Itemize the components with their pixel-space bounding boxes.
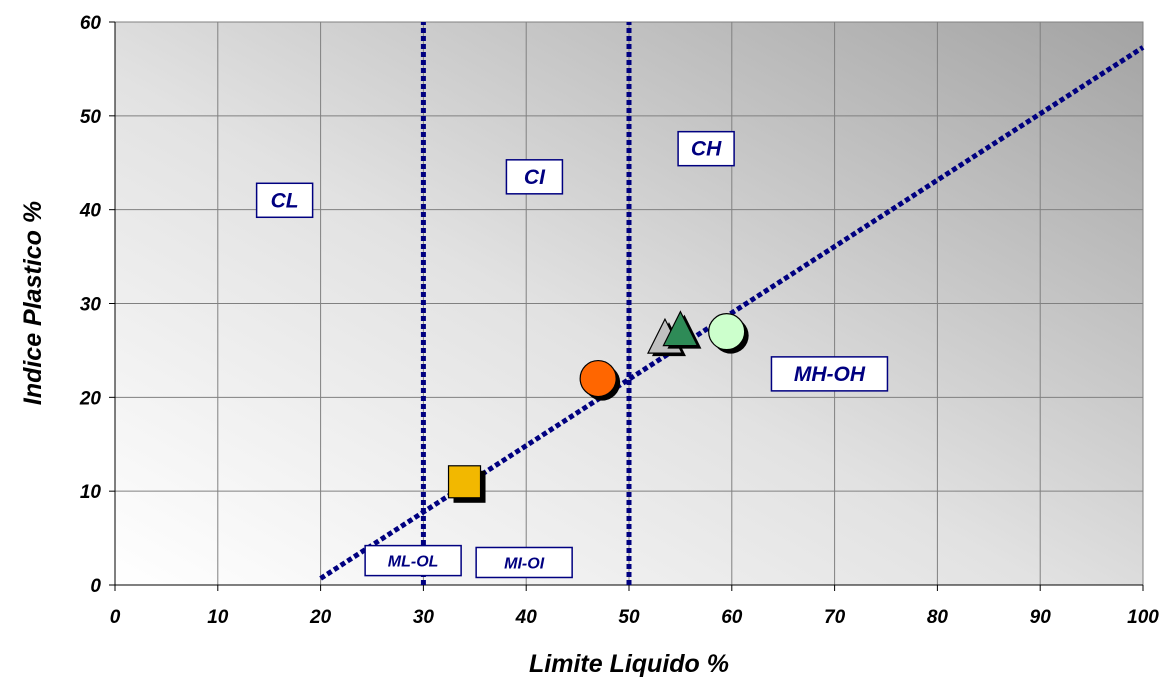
y-tick-label: 0 — [90, 576, 101, 597]
x-tick-label: 0 — [110, 607, 121, 628]
x-axis-title: Limite Liquido % — [529, 650, 729, 678]
x-tick-label: 70 — [824, 607, 846, 628]
y-tick-label: 40 — [79, 201, 102, 222]
x-tick-label: 40 — [515, 607, 538, 628]
zone-label-ch: CH — [677, 130, 735, 167]
zone-label-text: MI-OI — [504, 555, 545, 572]
data-points — [447, 310, 749, 503]
data-point-4 — [662, 310, 702, 349]
y-tick-label: 20 — [79, 388, 102, 409]
zone-label-box — [255, 182, 314, 219]
data-point-5 — [708, 313, 749, 354]
zone-label-text: CH — [691, 138, 722, 161]
square-marker — [447, 465, 482, 499]
zone-label-ci: CI — [505, 159, 564, 195]
zone-label-ml-ol: ML-OL — [364, 544, 462, 577]
zone-label-mi-oi: MI-OI — [475, 546, 573, 579]
x-tick-label: 80 — [927, 607, 949, 628]
x-tick-label: 60 — [721, 607, 743, 628]
circle-marker — [708, 313, 746, 351]
y-tick-label: 60 — [80, 13, 102, 34]
x-tick-label: 30 — [413, 607, 435, 628]
zone-label-box — [505, 159, 564, 195]
zone-label-text: ML-OL — [388, 554, 439, 571]
x-tick-label: 100 — [1127, 607, 1159, 628]
x-tick-label: 20 — [309, 607, 332, 628]
zone-label-text: CI — [524, 166, 546, 189]
zone-label-cl: CL — [255, 182, 314, 219]
zone-label-box — [770, 356, 889, 392]
data-point-2 — [579, 359, 621, 401]
x-tick-labels: 0 10 20 30 40 50 60 70 80 90 100 — [110, 607, 1160, 628]
zone-label-mh-oh: MH-OH — [770, 356, 889, 392]
zone-label-text: MH-OH — [794, 363, 866, 386]
x-tick-label: 50 — [618, 607, 640, 628]
y-tick-label: 10 — [80, 482, 102, 503]
y-axis-title: Indice Plastico % — [19, 201, 47, 405]
x-tick-label: 10 — [207, 607, 229, 628]
zone-labels: CL CI CH MH-OH ML-OL MI-OI — [255, 130, 889, 579]
zone-label-box — [475, 546, 573, 579]
zone-label-box — [364, 544, 462, 577]
y-tick-label: 50 — [80, 107, 102, 128]
zone-label-box — [677, 130, 735, 167]
x-tick-label: 90 — [1030, 607, 1052, 628]
triangle-marker — [662, 310, 699, 347]
y-tick-labels: 0 10 20 30 40 50 60 — [79, 13, 102, 597]
y-tick-label: 30 — [80, 295, 102, 316]
zone-label-text: CL — [271, 189, 299, 212]
circle-marker — [579, 359, 617, 398]
data-point-1 — [447, 465, 486, 503]
